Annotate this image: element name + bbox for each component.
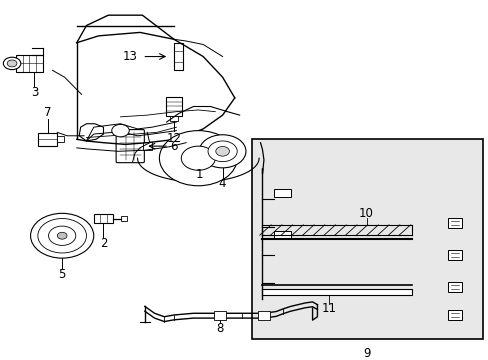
Text: 7: 7	[44, 106, 51, 119]
Bar	[447, 218, 461, 228]
Circle shape	[30, 213, 94, 258]
Text: 9: 9	[363, 347, 370, 360]
Circle shape	[181, 146, 215, 170]
Bar	[258, 311, 269, 320]
Bar	[94, 214, 113, 223]
Text: 3: 3	[31, 86, 38, 99]
Text: 11: 11	[321, 302, 336, 315]
Text: 1: 1	[196, 168, 203, 181]
Bar	[214, 311, 225, 320]
Bar	[120, 216, 127, 221]
Circle shape	[48, 226, 76, 246]
Bar	[447, 250, 461, 260]
Text: 10: 10	[358, 207, 373, 220]
Bar	[185, 145, 192, 150]
Circle shape	[112, 125, 129, 137]
Bar	[16, 55, 42, 72]
Text: 4: 4	[219, 177, 226, 190]
Circle shape	[207, 141, 237, 162]
Circle shape	[215, 147, 229, 156]
Bar	[142, 142, 151, 150]
Text: 8: 8	[216, 322, 224, 335]
Circle shape	[199, 135, 245, 168]
Bar	[38, 133, 57, 146]
Bar	[192, 141, 207, 155]
Bar	[251, 139, 482, 339]
Bar	[174, 43, 183, 70]
Bar	[261, 289, 411, 295]
Text: 5: 5	[59, 268, 66, 281]
Bar	[166, 97, 182, 116]
Text: 12: 12	[166, 132, 181, 145]
Bar	[169, 116, 178, 121]
Bar	[447, 282, 461, 292]
Circle shape	[7, 60, 17, 67]
Bar	[273, 189, 290, 197]
Circle shape	[38, 219, 86, 253]
FancyBboxPatch shape	[116, 130, 144, 163]
Bar	[447, 310, 461, 320]
Text: 13: 13	[122, 50, 137, 63]
Text: 2: 2	[100, 237, 107, 250]
Circle shape	[57, 232, 67, 239]
Text: 6: 6	[170, 140, 178, 153]
Circle shape	[159, 131, 237, 186]
Polygon shape	[79, 124, 103, 141]
Bar	[273, 231, 290, 239]
Circle shape	[3, 57, 21, 69]
Bar	[57, 136, 63, 142]
